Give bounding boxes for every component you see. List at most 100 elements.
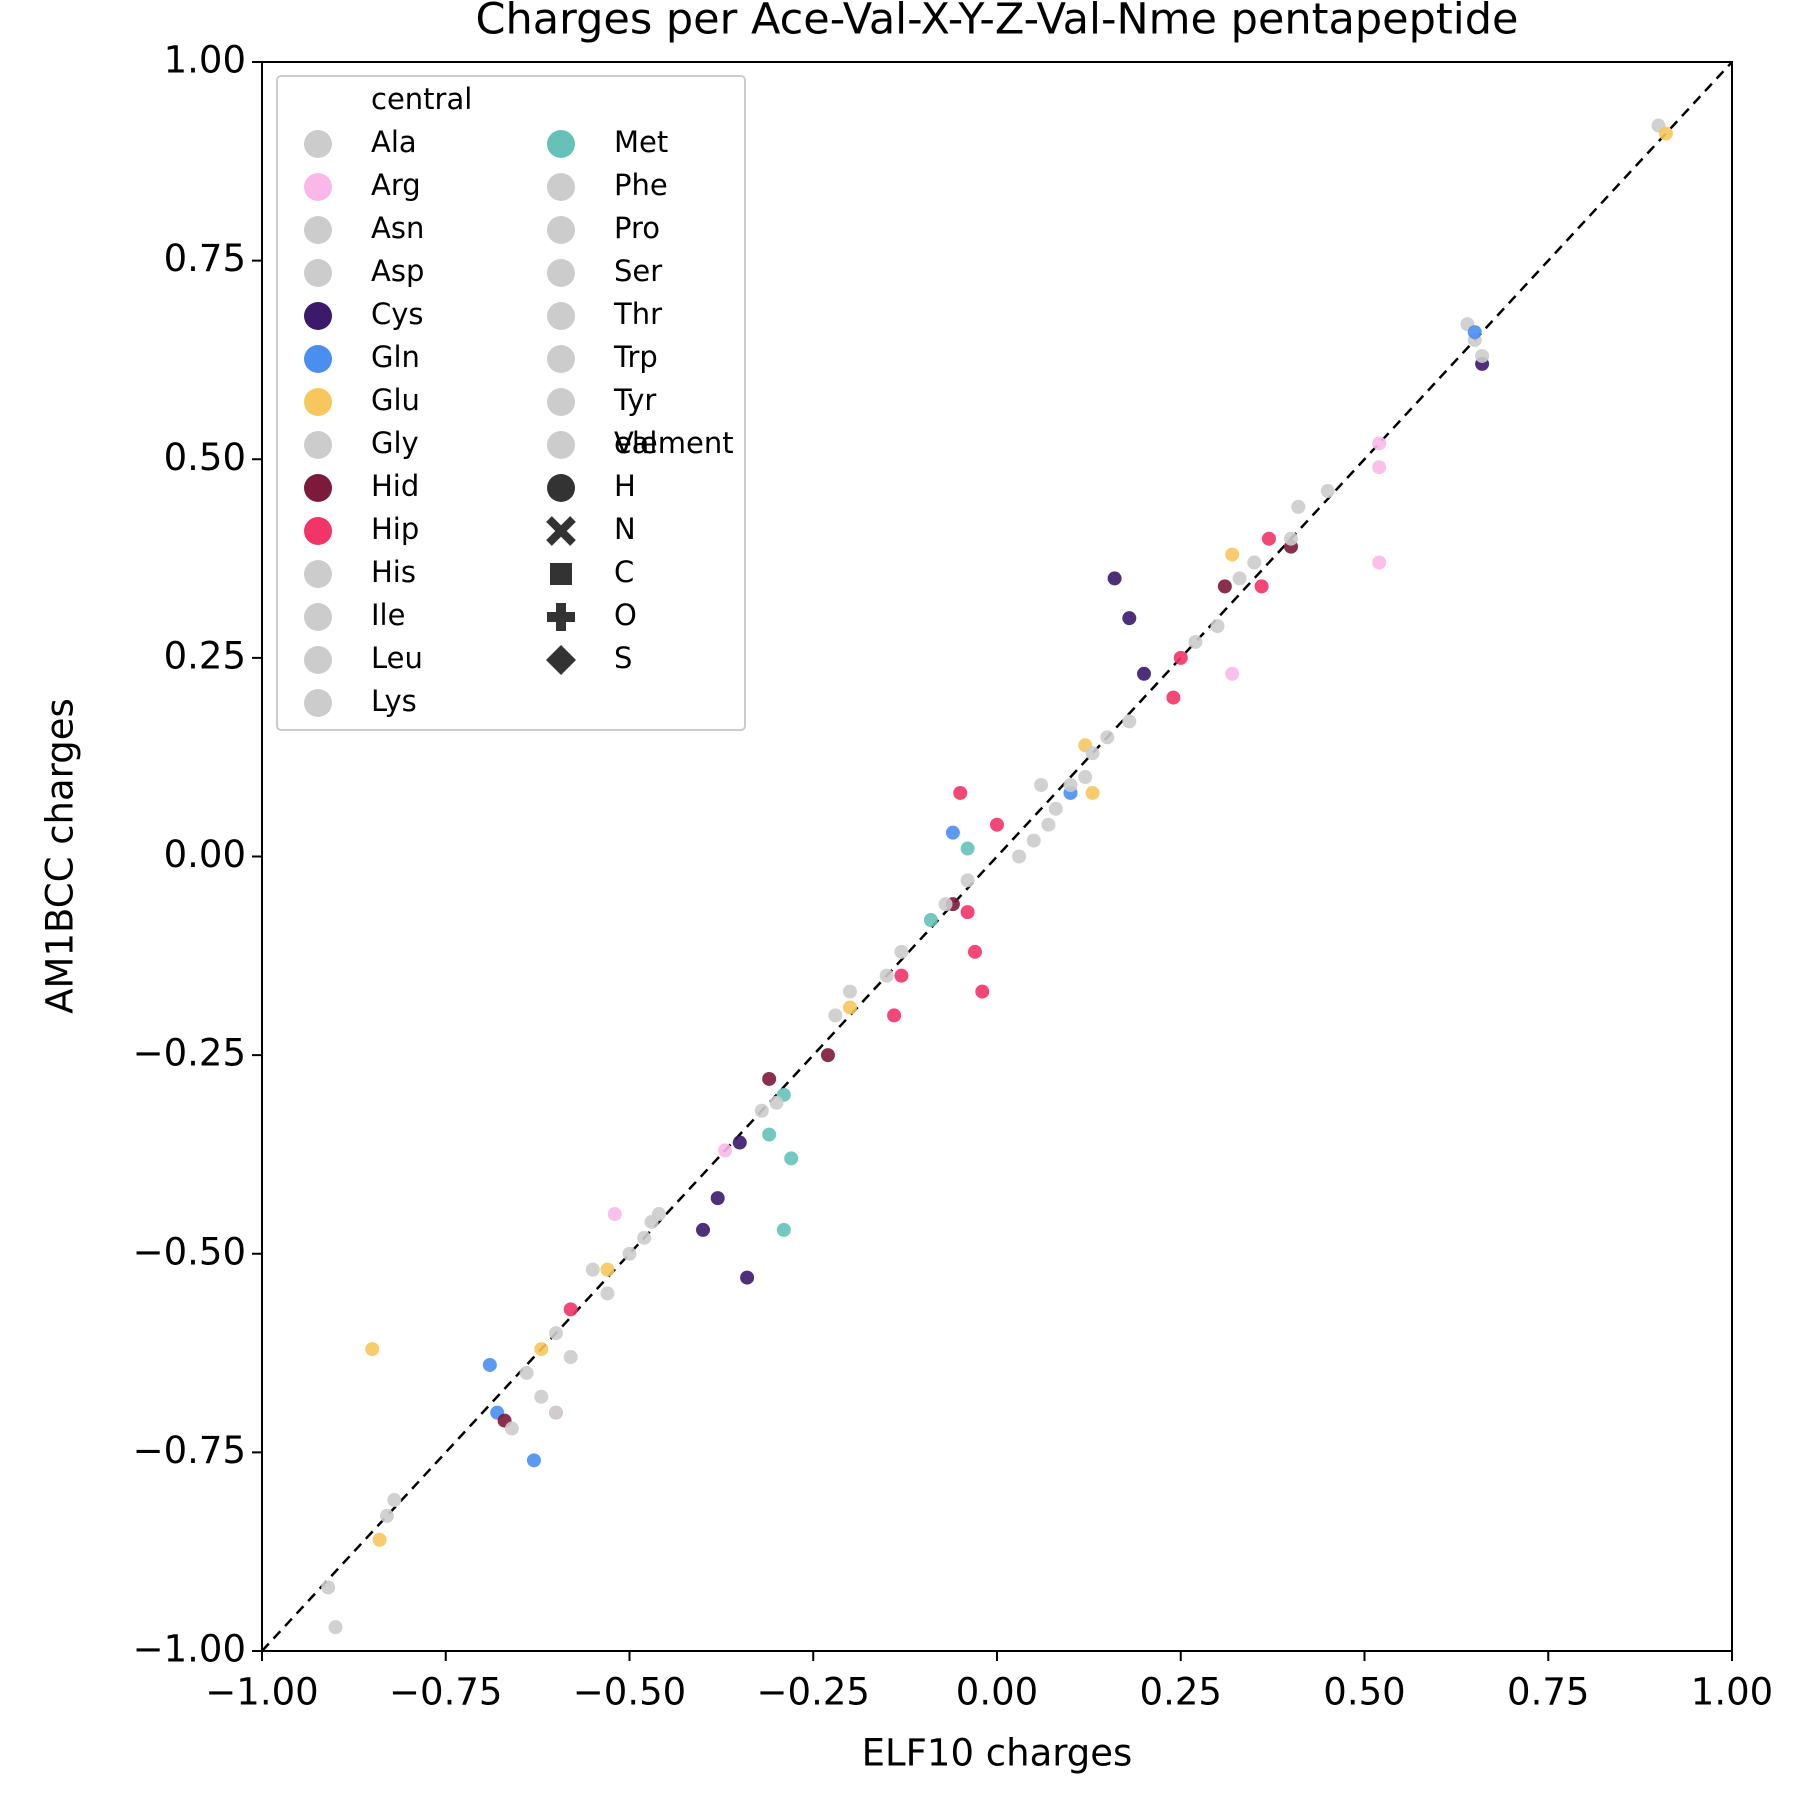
- legend-marker: [304, 388, 332, 416]
- point: [953, 785, 968, 800]
- legend-label: Leu: [371, 641, 423, 675]
- y-tick-label: 0.25: [164, 634, 246, 677]
- y-tick-label: 0.50: [164, 436, 246, 479]
- point: [1173, 650, 1188, 665]
- point: [563, 1350, 578, 1365]
- point: [1247, 555, 1262, 570]
- point: [1107, 571, 1122, 586]
- x-tick-label: 0.50: [1323, 1671, 1405, 1714]
- x-tick-label: −0.75: [389, 1671, 502, 1714]
- legend: central Ala Arg Asn Asp Cys Gln Glu Gly Hid Hip His…: [276, 75, 746, 731]
- legend-marker: [547, 431, 575, 459]
- point: [1254, 579, 1269, 594]
- legend-marker: [304, 560, 332, 588]
- point: [1063, 777, 1078, 792]
- x-tick-label: −0.25: [757, 1671, 870, 1714]
- legend-label: Val: [614, 426, 657, 460]
- point: [1100, 730, 1115, 745]
- point: [1467, 325, 1482, 340]
- legend-label: Ala: [371, 125, 417, 159]
- legend-label: Tyr: [613, 383, 656, 417]
- point: [732, 1135, 747, 1150]
- legend-label: O: [614, 598, 637, 632]
- legend-label: Hid: [371, 469, 419, 503]
- legend-label: Gln: [371, 340, 420, 374]
- point: [526, 1453, 541, 1468]
- point: [1048, 801, 1063, 816]
- point: [718, 1143, 733, 1158]
- point: [879, 968, 894, 983]
- point: [784, 1151, 799, 1166]
- legend-label: Lys: [371, 684, 417, 718]
- x-tick-label: −1.00: [205, 1671, 318, 1714]
- legend-marker: [304, 689, 332, 717]
- point: [600, 1262, 615, 1277]
- legend-marker: [547, 130, 575, 158]
- legend-marker: [550, 563, 572, 585]
- point: [607, 1207, 622, 1222]
- x-tick-label: 0.75: [1507, 1671, 1589, 1714]
- point: [549, 1326, 563, 1341]
- legend-label: Glu: [371, 383, 420, 417]
- point: [1320, 484, 1335, 499]
- legend-label: Gly: [371, 426, 419, 460]
- legend-label: Asp: [371, 254, 424, 288]
- legend-marker: [304, 302, 332, 330]
- legend-label: Ile: [371, 598, 405, 632]
- point: [923, 913, 938, 928]
- legend-marker: [304, 345, 332, 373]
- point: [504, 1421, 519, 1436]
- point: [600, 1286, 615, 1301]
- point: [1217, 579, 1232, 594]
- plot-frame: [261, 61, 1733, 1652]
- legend-label: Asn: [371, 211, 424, 245]
- point: [1284, 531, 1298, 546]
- y-tick-label: 0.00: [164, 833, 246, 876]
- legend-label: Hip: [371, 512, 419, 546]
- point: [321, 1580, 336, 1595]
- legend-label: Cys: [371, 297, 424, 331]
- y-tick-label: −0.25: [133, 1032, 246, 1075]
- point: [1475, 348, 1490, 363]
- legend-label: Thr: [613, 297, 662, 331]
- point: [1261, 531, 1276, 546]
- point: [894, 968, 909, 983]
- point: [1085, 785, 1100, 800]
- point: [945, 825, 960, 840]
- legend-marker: [304, 130, 332, 158]
- point: [696, 1222, 710, 1237]
- point: [622, 1246, 637, 1261]
- point: [769, 1095, 784, 1110]
- point: [762, 1127, 777, 1142]
- point: [482, 1357, 497, 1372]
- x-tick-label: 0.00: [956, 1671, 1038, 1714]
- point: [365, 1342, 380, 1357]
- point: [762, 1071, 777, 1086]
- point: [563, 1302, 578, 1317]
- point: [1012, 849, 1027, 864]
- legend-marker: [547, 259, 575, 287]
- y-axis-label: AM1BCC charges: [39, 698, 82, 1014]
- legend-marker: [304, 259, 332, 287]
- legend-marker: [547, 388, 575, 416]
- point: [651, 1207, 666, 1222]
- point: [1210, 619, 1225, 634]
- point: [534, 1389, 549, 1404]
- y-tick-label: 1.00: [164, 39, 246, 82]
- point: [585, 1262, 600, 1277]
- point: [1225, 666, 1240, 681]
- point: [1026, 833, 1041, 848]
- point: [960, 905, 975, 920]
- legend-label: Arg: [371, 168, 421, 202]
- y-tick-label: −0.50: [133, 1230, 246, 1273]
- legend-label: His: [371, 555, 416, 589]
- legend-marker: [547, 474, 575, 502]
- legend-marker: [546, 645, 576, 675]
- point: [843, 1000, 857, 1015]
- point: [894, 944, 909, 959]
- point: [1122, 714, 1137, 729]
- point: [820, 1048, 835, 1063]
- point: [549, 1405, 563, 1420]
- x-tick-label: −0.50: [573, 1671, 686, 1714]
